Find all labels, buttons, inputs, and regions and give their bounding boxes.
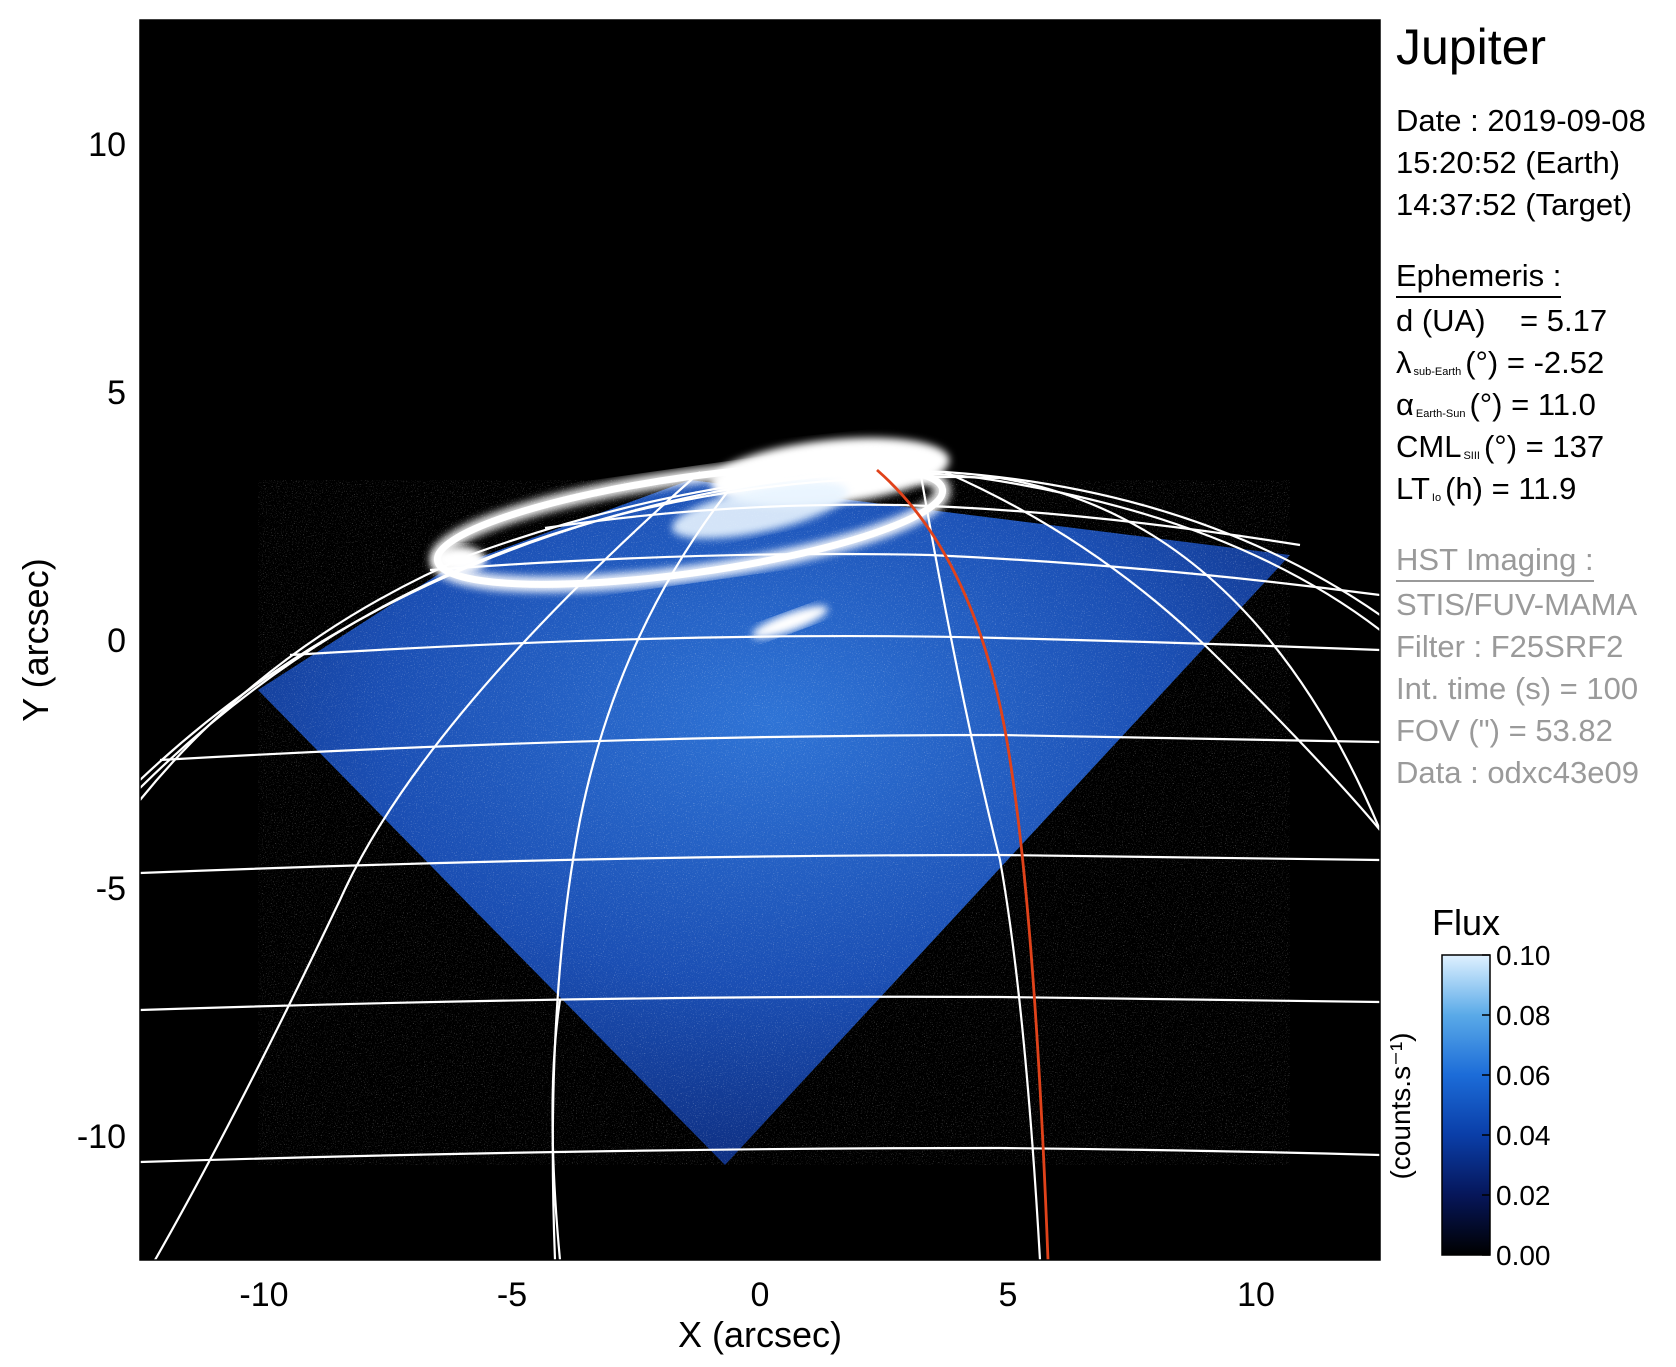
imaging-data-id: Data : odxc43e09	[1396, 755, 1640, 790]
colorbar-tick-label: 0.06	[1496, 1060, 1551, 1091]
imaging-fov: FOV (") = 53.82	[1396, 713, 1613, 748]
x-tick-label: -10	[239, 1276, 288, 1314]
y-tick-label: -5	[96, 870, 126, 908]
plot-content	[140, 437, 1380, 1260]
colorbar-gradient	[1441, 954, 1491, 1256]
earth-time: 15:20:52 (Earth)	[1396, 145, 1621, 180]
y-axis-ticks: 10 5 0 -5 -10	[77, 126, 150, 1156]
ephemeris-lt: LT Io (h) = 11.9	[1396, 471, 1577, 506]
imaging-int-time: Int. time (s) = 100	[1396, 671, 1639, 706]
x-tick-label: 10	[1237, 1276, 1275, 1314]
y-tick-label: 10	[88, 126, 126, 164]
colorbar-tick-label: 0.02	[1496, 1180, 1551, 1211]
colorbar-tick-label: 0.00	[1496, 1240, 1551, 1271]
ephemeris-alpha: α Earth-Sun (°) = 11.0	[1396, 387, 1596, 422]
colorbar-tick-label: 0.08	[1496, 1000, 1551, 1031]
imaging-filter: Filter : F25SRF2	[1396, 629, 1624, 664]
colorbar-title: Flux	[1432, 902, 1500, 943]
y-tick-label: 5	[107, 374, 126, 412]
target-title: Jupiter	[1396, 19, 1547, 75]
x-tick-label: 0	[751, 1276, 770, 1314]
io-footprint-line	[876, 468, 1050, 1260]
x-axis-label: X (arcsec)	[678, 1314, 842, 1355]
planet-grid	[140, 469, 1380, 1260]
ephemeris-cml: CML SIII (°) = 137	[1396, 429, 1605, 464]
imaging-instrument: STIS/FUV-MAMA	[1396, 587, 1638, 622]
ephemeris-lambda: λ sub-Earth (°) = -2.52	[1396, 345, 1605, 380]
aurora-oval	[429, 437, 951, 639]
target-time: 14:37:52 (Target)	[1396, 187, 1633, 222]
colorbar-ticks: 0.10 0.08 0.06 0.04 0.02 0.00	[1482, 940, 1551, 1271]
date-line: Date : 2019-09-08	[1396, 103, 1646, 138]
colorbar-tick-label: 0.10	[1496, 940, 1551, 971]
imaging-header: HST Imaging :	[1396, 542, 1594, 582]
x-axis-ticks: -10 -5 0 5 10	[239, 1250, 1275, 1314]
x-tick-label: 5	[999, 1276, 1018, 1314]
y-tick-label: -10	[77, 1118, 126, 1156]
colorbar-unit: (counts.s⁻¹)	[1385, 1032, 1416, 1179]
ephemeris-header: Ephemeris :	[1396, 258, 1562, 298]
x-tick-label: -5	[497, 1276, 527, 1314]
colorbar-tick-label: 0.04	[1496, 1120, 1551, 1151]
ephemeris-distance: d (UA) = 5.17	[1396, 303, 1608, 338]
y-tick-label: 0	[107, 622, 126, 660]
y-axis-label: Y (arcsec)	[15, 558, 56, 721]
